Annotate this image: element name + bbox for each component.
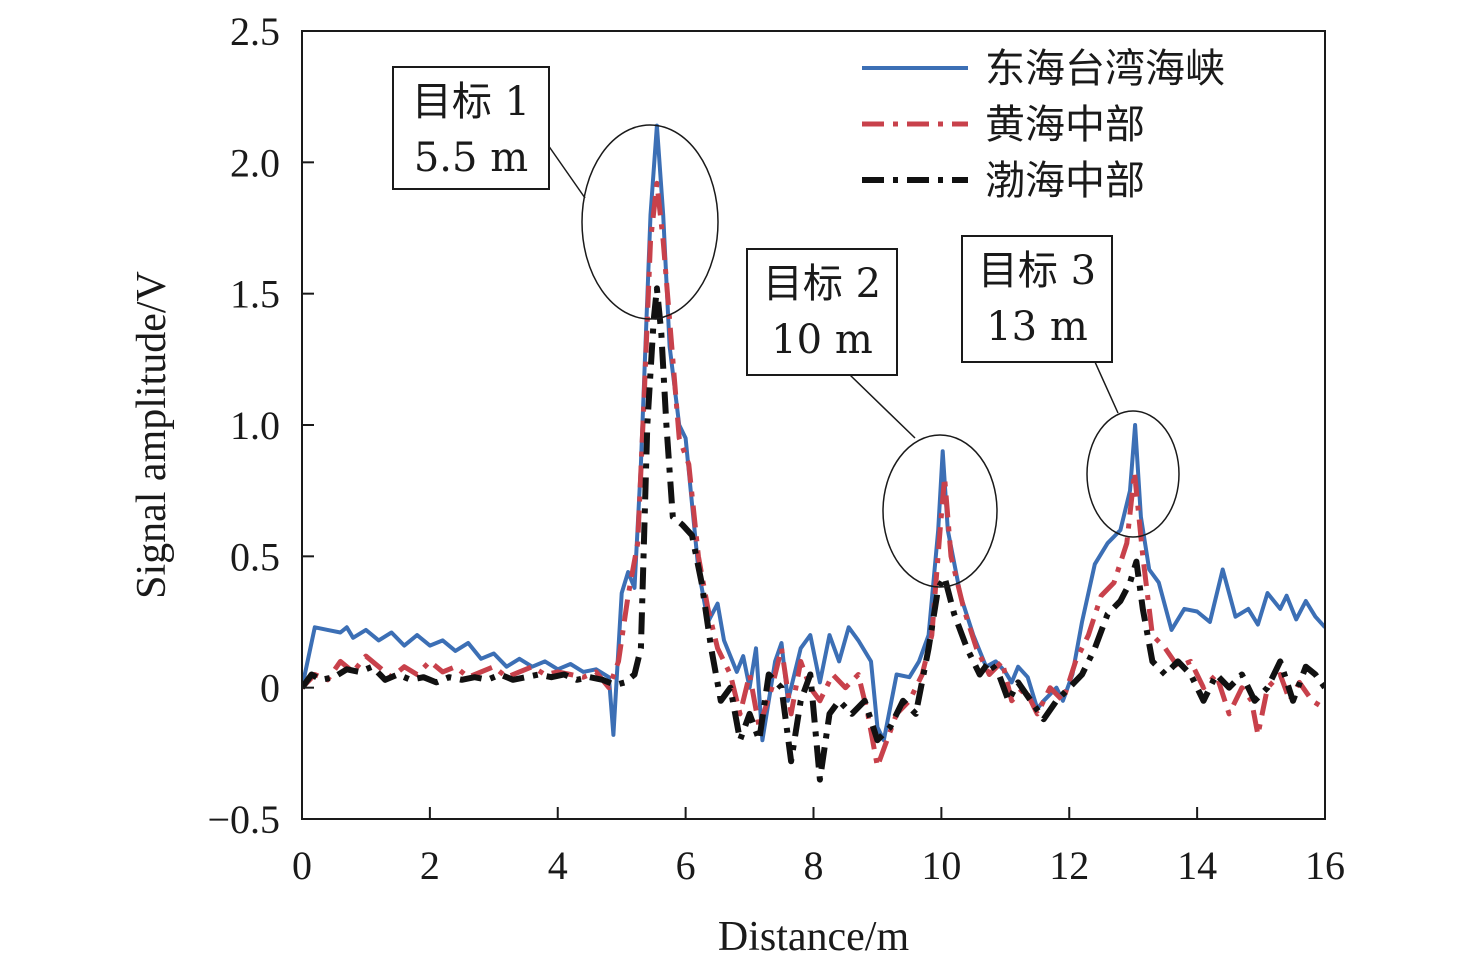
callout-distance: 5.5 m xyxy=(414,135,528,181)
series-line-1 xyxy=(302,123,1325,743)
x-tick-label: 0 xyxy=(292,843,312,888)
callout-box xyxy=(746,248,898,376)
callout-title: 目标 2 xyxy=(763,261,881,307)
series-line-3 xyxy=(302,285,1325,783)
highlight-ellipse xyxy=(1086,410,1180,538)
leader-line xyxy=(547,144,586,199)
leader-line xyxy=(849,374,916,439)
series-layer xyxy=(302,123,1325,783)
callout-box xyxy=(392,66,550,190)
callout-title: 目标 1 xyxy=(412,79,530,125)
x-tick-label: 8 xyxy=(804,843,824,888)
callout-target-3: 目标 3 13 m xyxy=(961,235,1180,538)
axes-layer: 0 2 4 6 8 10 12 14 16 −0.5 0 0.5 1.0 1.5 2.0 2.5 Distanc… xyxy=(129,9,1345,960)
y-tick-label: 2.0 xyxy=(230,140,280,185)
x-tick-label: 12 xyxy=(1049,843,1089,888)
legend-label-3: 渤海中部 xyxy=(985,158,1145,204)
callout-target-2: 目标 2 10 m xyxy=(746,248,998,588)
y-tick-label: 2.5 xyxy=(230,9,280,54)
callout-distance: 13 m xyxy=(986,304,1088,350)
highlight-ellipse xyxy=(882,434,998,588)
callout-box xyxy=(961,235,1113,363)
highlight-ellipse xyxy=(581,124,719,320)
callout-target-1: 目标 1 5.5 m xyxy=(392,66,719,320)
callout-distance: 10 m xyxy=(771,317,873,363)
y-tick-label: 0.5 xyxy=(230,534,280,579)
legend-label-2: 黄海中部 xyxy=(985,102,1145,148)
x-tick-label: 2 xyxy=(420,843,440,888)
y-tick-label: −0.5 xyxy=(207,797,280,842)
annotation-layer: 目标 1 5.5 m 目标 2 10 m 目标 3 13 m xyxy=(392,66,1180,588)
x-tick-label: 6 xyxy=(676,843,696,888)
x-tick-label: 16 xyxy=(1305,843,1345,888)
x-tick-label: 10 xyxy=(921,843,961,888)
leader-line xyxy=(1094,361,1119,414)
y-tick-label: 1.0 xyxy=(230,403,280,448)
legend-label-1: 东海台湾海峡 xyxy=(985,46,1225,92)
x-axis-label: Distance/m xyxy=(718,914,910,960)
x-tick-label: 14 xyxy=(1177,843,1217,888)
y-axis-label: Signal amplitude/V xyxy=(129,271,175,599)
callout-title: 目标 3 xyxy=(978,248,1096,294)
y-tick-label: 1.5 xyxy=(230,272,280,317)
y-tick-label: 0 xyxy=(260,666,280,711)
x-tick-label: 4 xyxy=(548,843,568,888)
